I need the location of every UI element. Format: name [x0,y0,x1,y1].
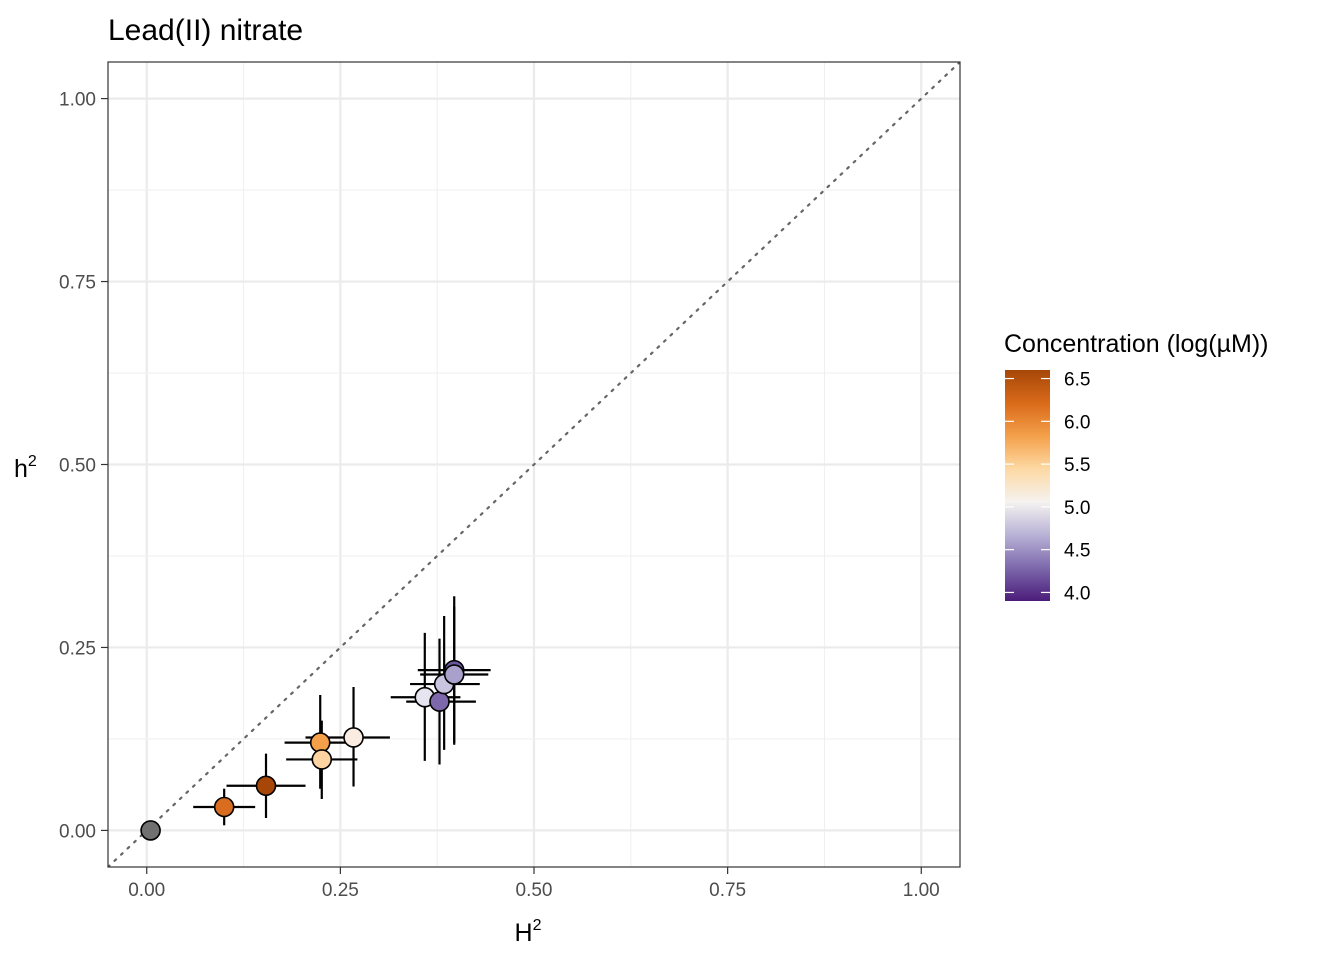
y-axis: 0.00 0.25 0.50 0.75 1.00 [59,90,108,842]
data-point [429,691,450,712]
y-tick-label: 1.00 [59,90,96,111]
x-tick-label: 1.00 [903,880,940,901]
x-axis: 0.00 0.25 0.50 0.75 1.00 [128,867,940,901]
colorbar-label: 6.5 [1064,370,1090,391]
y-axis-title-main: h [14,455,28,483]
y-tick-label: 0.25 [59,638,96,659]
colorbar-label: 5.0 [1064,498,1090,519]
y-tick-label: 0.00 [59,821,96,842]
colorbar-label: 5.5 [1064,455,1090,476]
colorbar-label: 4.5 [1064,541,1090,562]
data-points [140,659,465,841]
data-point [255,775,277,797]
x-tick-label: 0.75 [709,880,746,901]
y-axis-title: h2 [14,453,37,483]
chart-title: Lead(II) nitrate [108,14,303,47]
colorbar-label: 4.0 [1064,583,1090,604]
data-point [213,796,235,818]
x-tick-label: 0.25 [322,880,359,901]
identity-line [108,62,960,867]
y-axis-title-superscript: 2 [28,453,37,470]
legend-title: Concentration (log(µM)) [1004,330,1269,358]
legend: Concentration (log(µM)) 4.0 4.5 5.0 5.5 6.0 6… [1004,330,1269,604]
x-axis-title-main: H [515,919,533,947]
data-point [140,820,161,841]
x-tick-label: 0.00 [128,880,165,901]
x-axis-title-superscript: 2 [533,917,542,934]
data-point [343,727,364,748]
colorbar-label: 6.0 [1064,412,1090,433]
x-axis-title: H2 [515,917,542,947]
legend-colorbar [1005,370,1050,601]
legend-ticks: 4.0 4.5 5.0 5.5 6.0 6.5 [1005,370,1090,604]
x-tick-label: 0.50 [516,880,553,901]
data-point [311,749,333,770]
identity-reference-line [108,62,960,867]
data-point [443,664,465,685]
y-tick-label: 0.75 [59,273,96,294]
y-tick-label: 0.50 [59,456,96,477]
